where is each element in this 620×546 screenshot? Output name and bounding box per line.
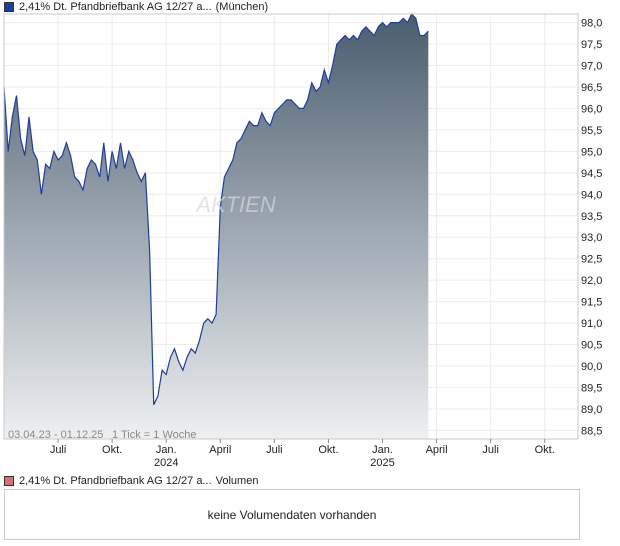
- x-year-label: 2025: [370, 457, 394, 469]
- price-area: [4, 14, 429, 439]
- y-tick-label: 97,5: [581, 39, 602, 51]
- volume-legend-swatch: [4, 476, 14, 486]
- y-tick-label: 89,0: [581, 404, 602, 416]
- x-tick-label: Juli: [482, 444, 499, 456]
- x-tick-label: April: [209, 444, 231, 456]
- y-tick-label: 96,0: [581, 103, 602, 115]
- x-tick-label: April: [426, 444, 448, 456]
- y-tick-label: 95,5: [581, 125, 602, 137]
- x-tick-label: Juli: [266, 444, 283, 456]
- watermark: AKTIEN: [194, 192, 276, 217]
- tick-text: 1 Tick = 1 Woche: [112, 429, 196, 441]
- volume-legend-suffix: Volumen: [215, 475, 259, 487]
- y-axis: 98,0 97,5 97,0 96,5 96,0 95,5 95,0 94,5 94,0 93,5…: [581, 18, 602, 438]
- volume-legend-label: 2,41% Dt. Pfandbriefbank AG 12/27 a...: [19, 475, 212, 487]
- range-text: 03.04.23 - 01.12.25: [8, 429, 103, 441]
- x-tick-label: Jan.: [372, 444, 393, 456]
- y-tick-label: 94,0: [581, 189, 602, 201]
- y-tick-label: 90,5: [581, 340, 602, 352]
- y-tick-label: 90,0: [581, 361, 602, 373]
- x-tick-label: Jan.: [156, 444, 177, 456]
- volume-legend: 2,41% Dt. Pfandbriefbank AG 12/27 a... V…: [4, 474, 258, 488]
- y-tick-label: 98,0: [581, 18, 602, 30]
- price-chart: AKTIEN 98,097,597,096,596,095,595,094,59…: [3, 12, 602, 469]
- x-tick-label: Juli: [50, 444, 67, 456]
- price-legend-label: 2,41% Dt. Pfandbriefbank AG 12/27 a...: [19, 1, 212, 13]
- price-line: [3, 12, 429, 405]
- y-tick-label: 91,0: [581, 318, 602, 330]
- y-tick-label: 93,0: [581, 232, 602, 244]
- volume-panel: keine Volumendaten vorhanden: [4, 489, 580, 540]
- y-tick-label: 96,5: [581, 82, 602, 94]
- y-tick-label: 88,5: [581, 425, 602, 437]
- plot-frame: [3, 13, 579, 440]
- volume-empty-message: keine Volumendaten vorhanden: [207, 508, 377, 522]
- y-tick-label: 92,0: [581, 275, 602, 287]
- y-tick-label: 95,0: [581, 146, 602, 158]
- x-tick-label: Okt.: [102, 444, 122, 456]
- y-tick-label: 92,5: [581, 254, 602, 266]
- y-tick-label: 97,0: [581, 61, 602, 73]
- y-tick-label: 91,5: [581, 297, 602, 309]
- exchange-label: (München): [215, 1, 269, 13]
- price-legend: 2,41% Dt. Pfandbriefbank AG 12/27 a... (…: [4, 0, 268, 14]
- y-tick-label: 89,5: [581, 382, 602, 394]
- y-tick-label: 94,5: [581, 168, 602, 180]
- y-tick-label: 93,5: [581, 211, 602, 223]
- price-legend-swatch: [4, 2, 14, 12]
- x-tick-label: Okt.: [535, 444, 555, 456]
- x-tick-label: Okt.: [318, 444, 338, 456]
- x-year-label: 2024: [154, 457, 178, 469]
